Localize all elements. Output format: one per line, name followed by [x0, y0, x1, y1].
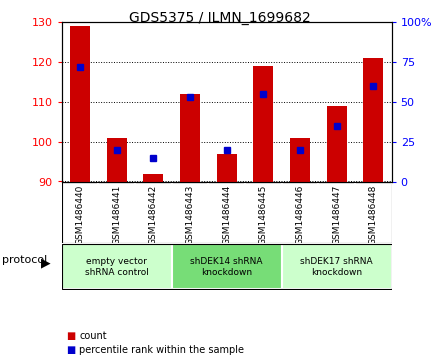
Text: GSM1486442: GSM1486442 — [149, 184, 158, 245]
Text: empty vector
shRNA control: empty vector shRNA control — [84, 257, 149, 277]
Text: ■: ■ — [66, 345, 75, 355]
Bar — [290, 138, 310, 182]
Bar — [216, 154, 237, 182]
Text: count: count — [79, 331, 107, 341]
Text: ■: ■ — [66, 331, 75, 341]
Bar — [326, 106, 347, 182]
Text: GSM1486448: GSM1486448 — [369, 184, 378, 245]
Bar — [106, 138, 127, 182]
Bar — [70, 26, 90, 182]
Text: GSM1486440: GSM1486440 — [75, 184, 84, 245]
Text: GSM1486446: GSM1486446 — [295, 184, 304, 245]
Text: ▶: ▶ — [41, 257, 51, 270]
FancyBboxPatch shape — [172, 244, 282, 289]
Bar — [143, 174, 163, 182]
Text: GSM1486445: GSM1486445 — [259, 184, 268, 245]
Text: protocol: protocol — [2, 254, 48, 265]
Text: shDEK14 shRNA
knockdown: shDEK14 shRNA knockdown — [191, 257, 263, 277]
Bar — [363, 58, 383, 182]
Bar — [253, 66, 273, 182]
Text: shDEK17 shRNA
knockdown: shDEK17 shRNA knockdown — [300, 257, 373, 277]
Text: GSM1486447: GSM1486447 — [332, 184, 341, 245]
Text: GDS5375 / ILMN_1699682: GDS5375 / ILMN_1699682 — [129, 11, 311, 25]
Text: GSM1486444: GSM1486444 — [222, 184, 231, 245]
Bar — [180, 94, 200, 182]
Text: percentile rank within the sample: percentile rank within the sample — [79, 345, 244, 355]
FancyBboxPatch shape — [62, 244, 172, 289]
Text: GSM1486441: GSM1486441 — [112, 184, 121, 245]
FancyBboxPatch shape — [282, 244, 392, 289]
Text: GSM1486443: GSM1486443 — [185, 184, 194, 245]
